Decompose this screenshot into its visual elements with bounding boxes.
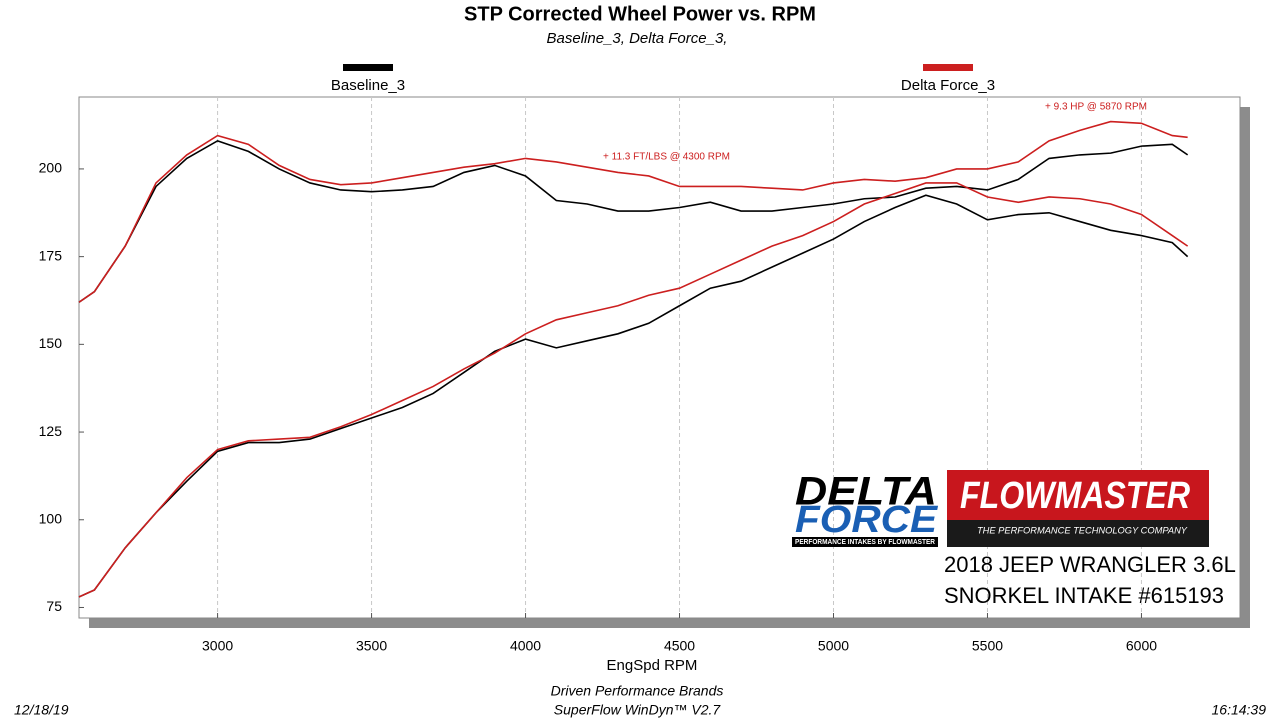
x-axis-label: EngSpd RPM xyxy=(607,657,698,674)
series-line xyxy=(78,139,1189,303)
x-tick-label: 4500 xyxy=(664,638,695,654)
legend-label: Baseline_3 xyxy=(331,77,405,94)
logo-text: DELTA xyxy=(795,470,937,514)
footer-time: 16:14:39 xyxy=(1212,702,1267,718)
flowmaster-logo: FLOWMASTER THE PERFORMANCE TECHNOLOGY CO… xyxy=(947,470,1209,547)
legend-swatch xyxy=(923,64,973,71)
y-tick-label: 175 xyxy=(39,247,63,263)
logo-text: FORCE xyxy=(795,499,939,541)
caption: 2018 JEEP WRANGLER 3.6L xyxy=(944,552,1236,577)
y-tick-label: 200 xyxy=(39,160,63,176)
series-line xyxy=(78,120,1188,303)
x-tick-label: 6000 xyxy=(1126,638,1157,654)
y-tick-label: 100 xyxy=(39,510,63,526)
logo-band xyxy=(792,537,938,547)
annotation: + 9.3 HP @ 5870 RPM xyxy=(1045,102,1147,113)
y-tick-label: 150 xyxy=(39,335,63,351)
series-line xyxy=(78,182,1189,598)
x-tick-label: 5000 xyxy=(818,638,849,654)
delta-force-logo: DELTA FORCE PERFORMANCE INTAKES BY FLOWM… xyxy=(792,470,939,547)
logo-band xyxy=(947,520,1209,547)
y-tick-label: 75 xyxy=(46,598,62,614)
logo-text: PERFORMANCE INTAKES BY FLOWMASTER xyxy=(795,539,935,546)
logo-text: FLOWMASTER xyxy=(960,475,1190,517)
legend-swatch xyxy=(343,64,393,71)
footer-software: SuperFlow WinDyn™ V2.7 xyxy=(554,702,722,718)
x-tick-label: 5500 xyxy=(972,638,1003,654)
footer-company: Driven Performance Brands xyxy=(551,683,724,699)
annotation: + 11.3 FT/LBS @ 4300 RPM xyxy=(603,152,730,163)
chart-subtitle: Baseline_3, Delta Force_3, xyxy=(547,30,728,47)
caption: SNORKEL INTAKE #615193 xyxy=(944,583,1224,608)
chart-title: STP Corrected Wheel Power vs. RPM xyxy=(464,3,816,25)
x-tick-label: 3500 xyxy=(356,638,387,654)
x-tick-label: 3000 xyxy=(202,638,233,654)
series-line xyxy=(78,194,1189,598)
x-tick-label: 4000 xyxy=(510,638,541,654)
logo-text: THE PERFORMANCE TECHNOLOGY COMPANY xyxy=(977,525,1188,535)
y-tick-label: 125 xyxy=(39,423,63,439)
legend-label: Delta Force_3 xyxy=(901,77,995,94)
footer-date: 12/18/19 xyxy=(14,702,69,718)
